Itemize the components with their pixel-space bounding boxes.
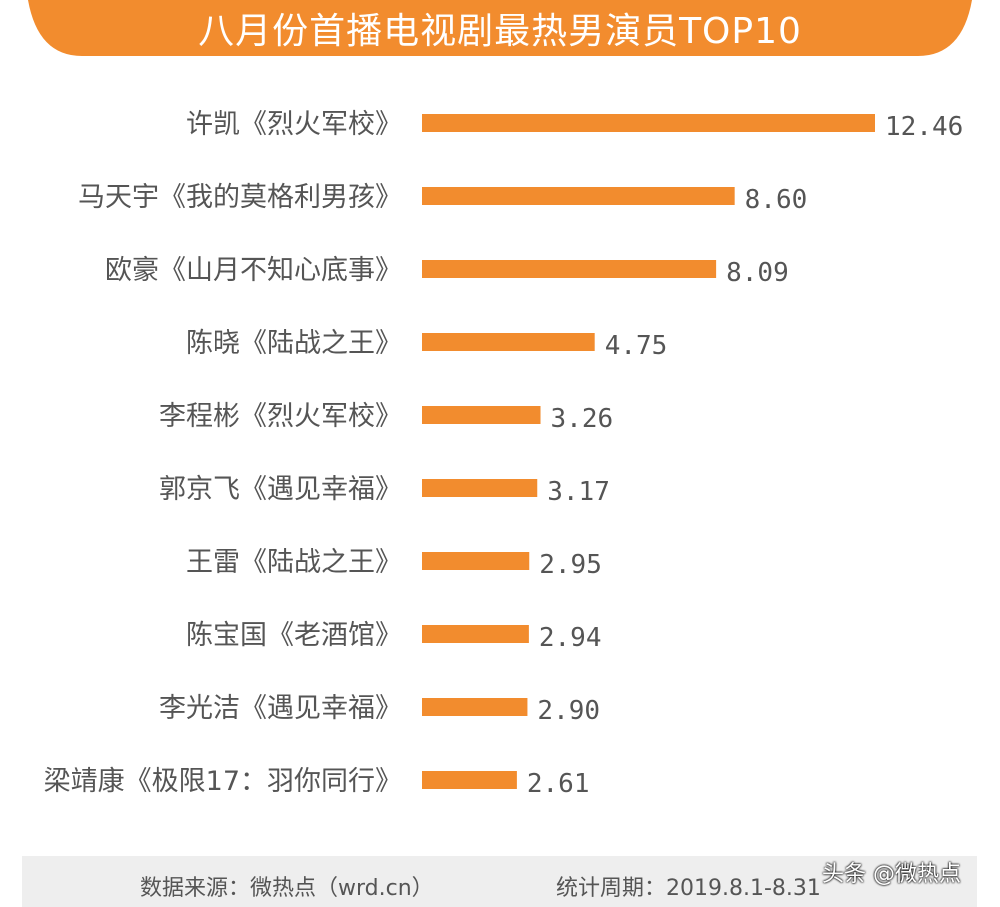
value-label: 2.95 [539, 550, 602, 580]
bar-chart: 许凯《烈火军校》 12.46 马天宇《我的莫格利男孩》 8.60 欧豪《山月不知心底事》… [44, 109, 964, 799]
value-label: 2.61 [527, 769, 590, 799]
bar [422, 333, 595, 351]
bar [422, 479, 538, 497]
category-label: 王雷《陆战之王》 [186, 547, 402, 578]
watermark: 头条 @微热点 [822, 862, 961, 887]
footer-bar: 数据来源：微热点（wrd.cn） 统计周期：2019.8.1-8.31 [22, 856, 977, 907]
category-label: 梁靖康《极限17：羽你同行》 [44, 766, 402, 797]
bar [422, 114, 875, 132]
category-label: 许凯《烈火军校》 [186, 109, 402, 140]
value-label: 2.94 [539, 623, 602, 653]
value-label: 2.90 [537, 696, 600, 726]
bar [422, 552, 530, 570]
category-label: 李光洁《遇见幸福》 [159, 693, 402, 724]
category-label: 陈宝国《老酒馆》 [186, 620, 402, 651]
value-label: 4.75 [605, 331, 668, 361]
title-banner: 八月份首播电视剧最热男演员TOP10 [0, 0, 1000, 56]
bar [422, 187, 735, 205]
value-label: 8.60 [745, 185, 808, 215]
category-label: 郭京飞《遇见幸福》 [159, 474, 402, 505]
bar [422, 260, 717, 278]
bar [422, 698, 528, 716]
bar [422, 771, 517, 789]
category-label: 陈晓《陆战之王》 [186, 328, 402, 359]
value-label: 3.17 [547, 477, 610, 507]
value-label: 8.09 [726, 258, 789, 288]
title-banner-shape [28, 0, 972, 56]
value-label: 3.26 [551, 404, 614, 434]
data-source: 数据来源：微热点（wrd.cn） [140, 876, 434, 901]
category-label: 欧豪《山月不知心底事》 [105, 255, 402, 286]
value-label: 12.46 [885, 112, 963, 142]
statistics-period: 统计周期：2019.8.1-8.31 [556, 876, 821, 901]
category-label: 马天宇《我的莫格利男孩》 [78, 182, 402, 213]
category-label: 李程彬《烈火军校》 [159, 401, 402, 432]
bar [422, 406, 541, 424]
chart-title: 八月份首播电视剧最热男演员TOP10 [198, 11, 802, 52]
bar [422, 625, 529, 643]
